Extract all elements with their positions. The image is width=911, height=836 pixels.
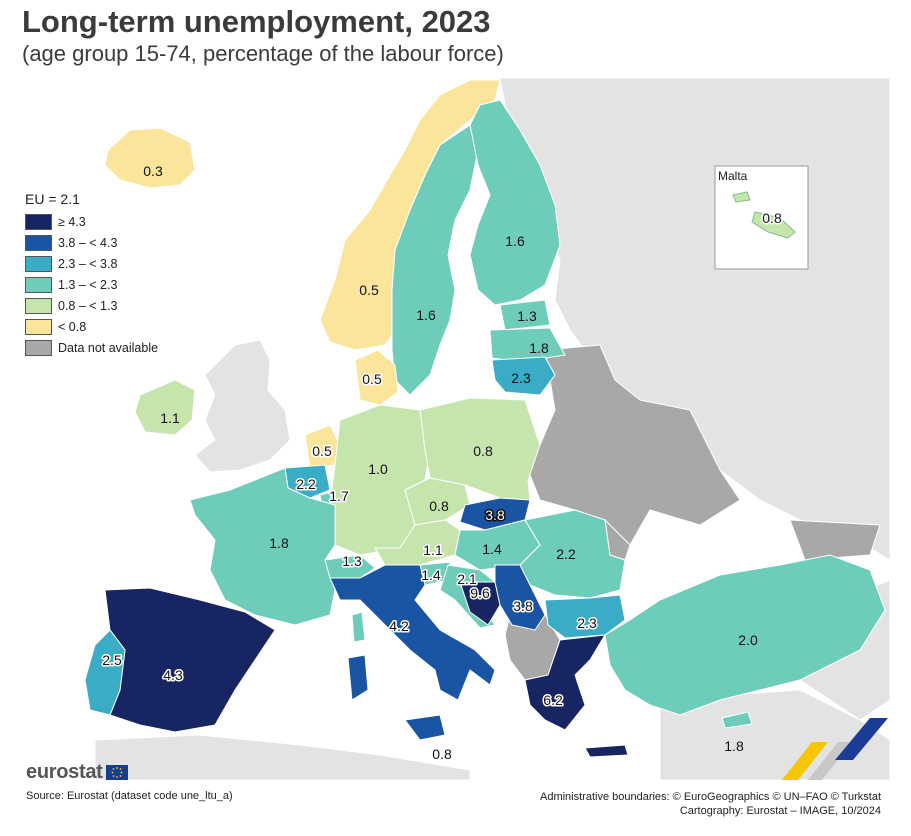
value-label-cyprus: 1.8 — [724, 738, 744, 754]
eu-flag-icon — [105, 765, 128, 780]
value-label-portugal: 2.5 — [102, 652, 122, 668]
gozo-island — [732, 191, 751, 203]
malta-island — [751, 211, 796, 239]
romania — [519, 509, 626, 599]
value-label-sweden: 1.6 — [416, 307, 436, 323]
finland — [469, 99, 561, 306]
credit-boundaries: Administrative boundaries: © EuroGeograp… — [539, 791, 881, 803]
value-label-sicily-malta: 0.8 — [432, 746, 452, 762]
corsica — [351, 611, 366, 643]
legend-rows: ≥ 4.3 3.8 – < 4.3 2.3 – < 3.8 1.3 – < 2.3 0.… — [25, 211, 158, 358]
value-label-iceland: 0.3 — [143, 163, 163, 179]
value-label-malta: 0.8 — [762, 210, 782, 226]
value-label-greece: 6.2 — [543, 692, 563, 708]
value-label-france: 1.8 — [269, 535, 289, 551]
legend-item: Data not available — [25, 337, 158, 358]
value-label-norway: 0.5 — [359, 282, 379, 298]
bosnia-herzegovina — [459, 581, 501, 626]
legend-swatch — [25, 297, 52, 314]
page-subtitle: (age group 15-74, percentage of the labo… — [22, 41, 504, 66]
source-note: Source: Eurostat (dataset code une_ltu_a… — [26, 790, 233, 802]
greece — [524, 634, 606, 731]
legend-swatch — [25, 255, 52, 272]
lithuania — [491, 356, 556, 396]
credit-cartography: Cartography: Eurostat – IMAGE, 10/2024 — [679, 805, 881, 817]
crimea-grey — [789, 519, 881, 561]
legend-swatch — [25, 234, 52, 251]
legend-label: < 0.8 — [58, 319, 87, 334]
value-label-estonia: 1.3 — [517, 308, 537, 324]
legend-swatch — [25, 213, 52, 230]
cyprus — [721, 711, 753, 729]
legend-label: 1.3 – < 2.3 — [58, 277, 118, 292]
north-africa-land — [94, 734, 471, 781]
sicily — [404, 714, 446, 741]
switzerland — [324, 554, 376, 579]
value-label-belgium: 2.2 — [296, 476, 316, 492]
legend-label: Data not available — [58, 340, 159, 355]
legend-item: 2.3 – < 3.8 — [25, 253, 158, 274]
legend-label: 2.3 – < 3.8 — [58, 256, 118, 271]
value-label-bosnia: 9.6 — [470, 585, 490, 601]
value-label-denmark: 0.5 — [362, 371, 382, 387]
page-title: Long-term unemployment, 2023 — [22, 4, 491, 39]
value-label-italy: 4.2 — [389, 618, 409, 634]
italy — [329, 564, 496, 701]
uk-land — [194, 339, 291, 473]
legend-item: 3.8 – < 4.3 — [25, 232, 158, 253]
value-label-ireland: 1.1 — [160, 410, 180, 426]
value-label-latvia: 1.8 — [529, 340, 549, 356]
brand-text: eurostat — [26, 761, 103, 783]
legend-item: 0.8 – < 1.3 — [25, 295, 158, 316]
value-labels: 0.3 0.5 1.6 1.6 1.3 1.8 2.3 0.5 1.1 0.5 … — [101, 163, 784, 762]
value-label-croatia: 2.1 — [457, 571, 477, 587]
legend-heading: EU = 2.1 — [25, 191, 80, 207]
value-label-poland: 0.8 — [473, 443, 493, 459]
estonia — [499, 299, 551, 331]
ireland — [134, 379, 196, 436]
value-label-germany: 1.0 — [368, 461, 388, 477]
corner-graphic — [782, 718, 888, 780]
value-label-bulgaria: 2.3 — [577, 615, 597, 631]
value-label-romania: 2.2 — [556, 546, 576, 562]
serbia — [494, 564, 546, 631]
denmark — [354, 349, 399, 406]
sardinia — [347, 654, 369, 701]
iceland — [104, 127, 196, 189]
value-label-spain: 4.3 — [163, 667, 183, 683]
value-label-luxembourg: 1.7 — [329, 488, 349, 504]
value-label-czechia: 0.8 — [429, 498, 449, 514]
value-label-austria: 1.1 — [423, 542, 443, 558]
eurostat-logo: eurostat — [26, 761, 128, 784]
map-legend: EU = 2.1 ≥ 4.3 3.8 – < 4.3 2.3 – < 3.8 1.3 … — [25, 191, 158, 358]
value-label-slovenia: 1.4 — [421, 567, 441, 583]
value-label-serbia: 3.8 — [513, 598, 533, 614]
legend-item: ≥ 4.3 — [25, 211, 158, 232]
value-label-switzerland: 1.3 — [342, 553, 362, 569]
legend-label: 0.8 – < 1.3 — [58, 298, 118, 313]
portugal — [84, 629, 126, 716]
legend-label: 3.8 – < 4.3 — [58, 235, 118, 250]
bulgaria — [544, 594, 626, 639]
value-label-finland: 1.6 — [505, 233, 525, 249]
crete — [584, 744, 629, 758]
value-label-lithuania: 2.3 — [511, 370, 531, 386]
legend-swatch — [25, 276, 52, 293]
legend-item: 1.3 – < 2.3 — [25, 274, 158, 295]
value-label-slovakia: 3.8 — [485, 507, 505, 523]
legend-swatch — [25, 318, 52, 335]
sweden — [391, 124, 479, 396]
legend-swatch — [25, 339, 52, 356]
malta-inset-title: Malta — [718, 169, 748, 183]
value-label-turkiye: 2.0 — [738, 632, 758, 648]
turkiye — [604, 554, 886, 716]
legend-item: < 0.8 — [25, 316, 158, 337]
credits: Administrative boundaries: © EuroGeograp… — [540, 790, 881, 818]
value-label-hungary: 1.4 — [482, 541, 502, 557]
legend-label: ≥ 4.3 — [58, 214, 86, 229]
value-label-netherlands: 0.5 — [312, 443, 332, 459]
